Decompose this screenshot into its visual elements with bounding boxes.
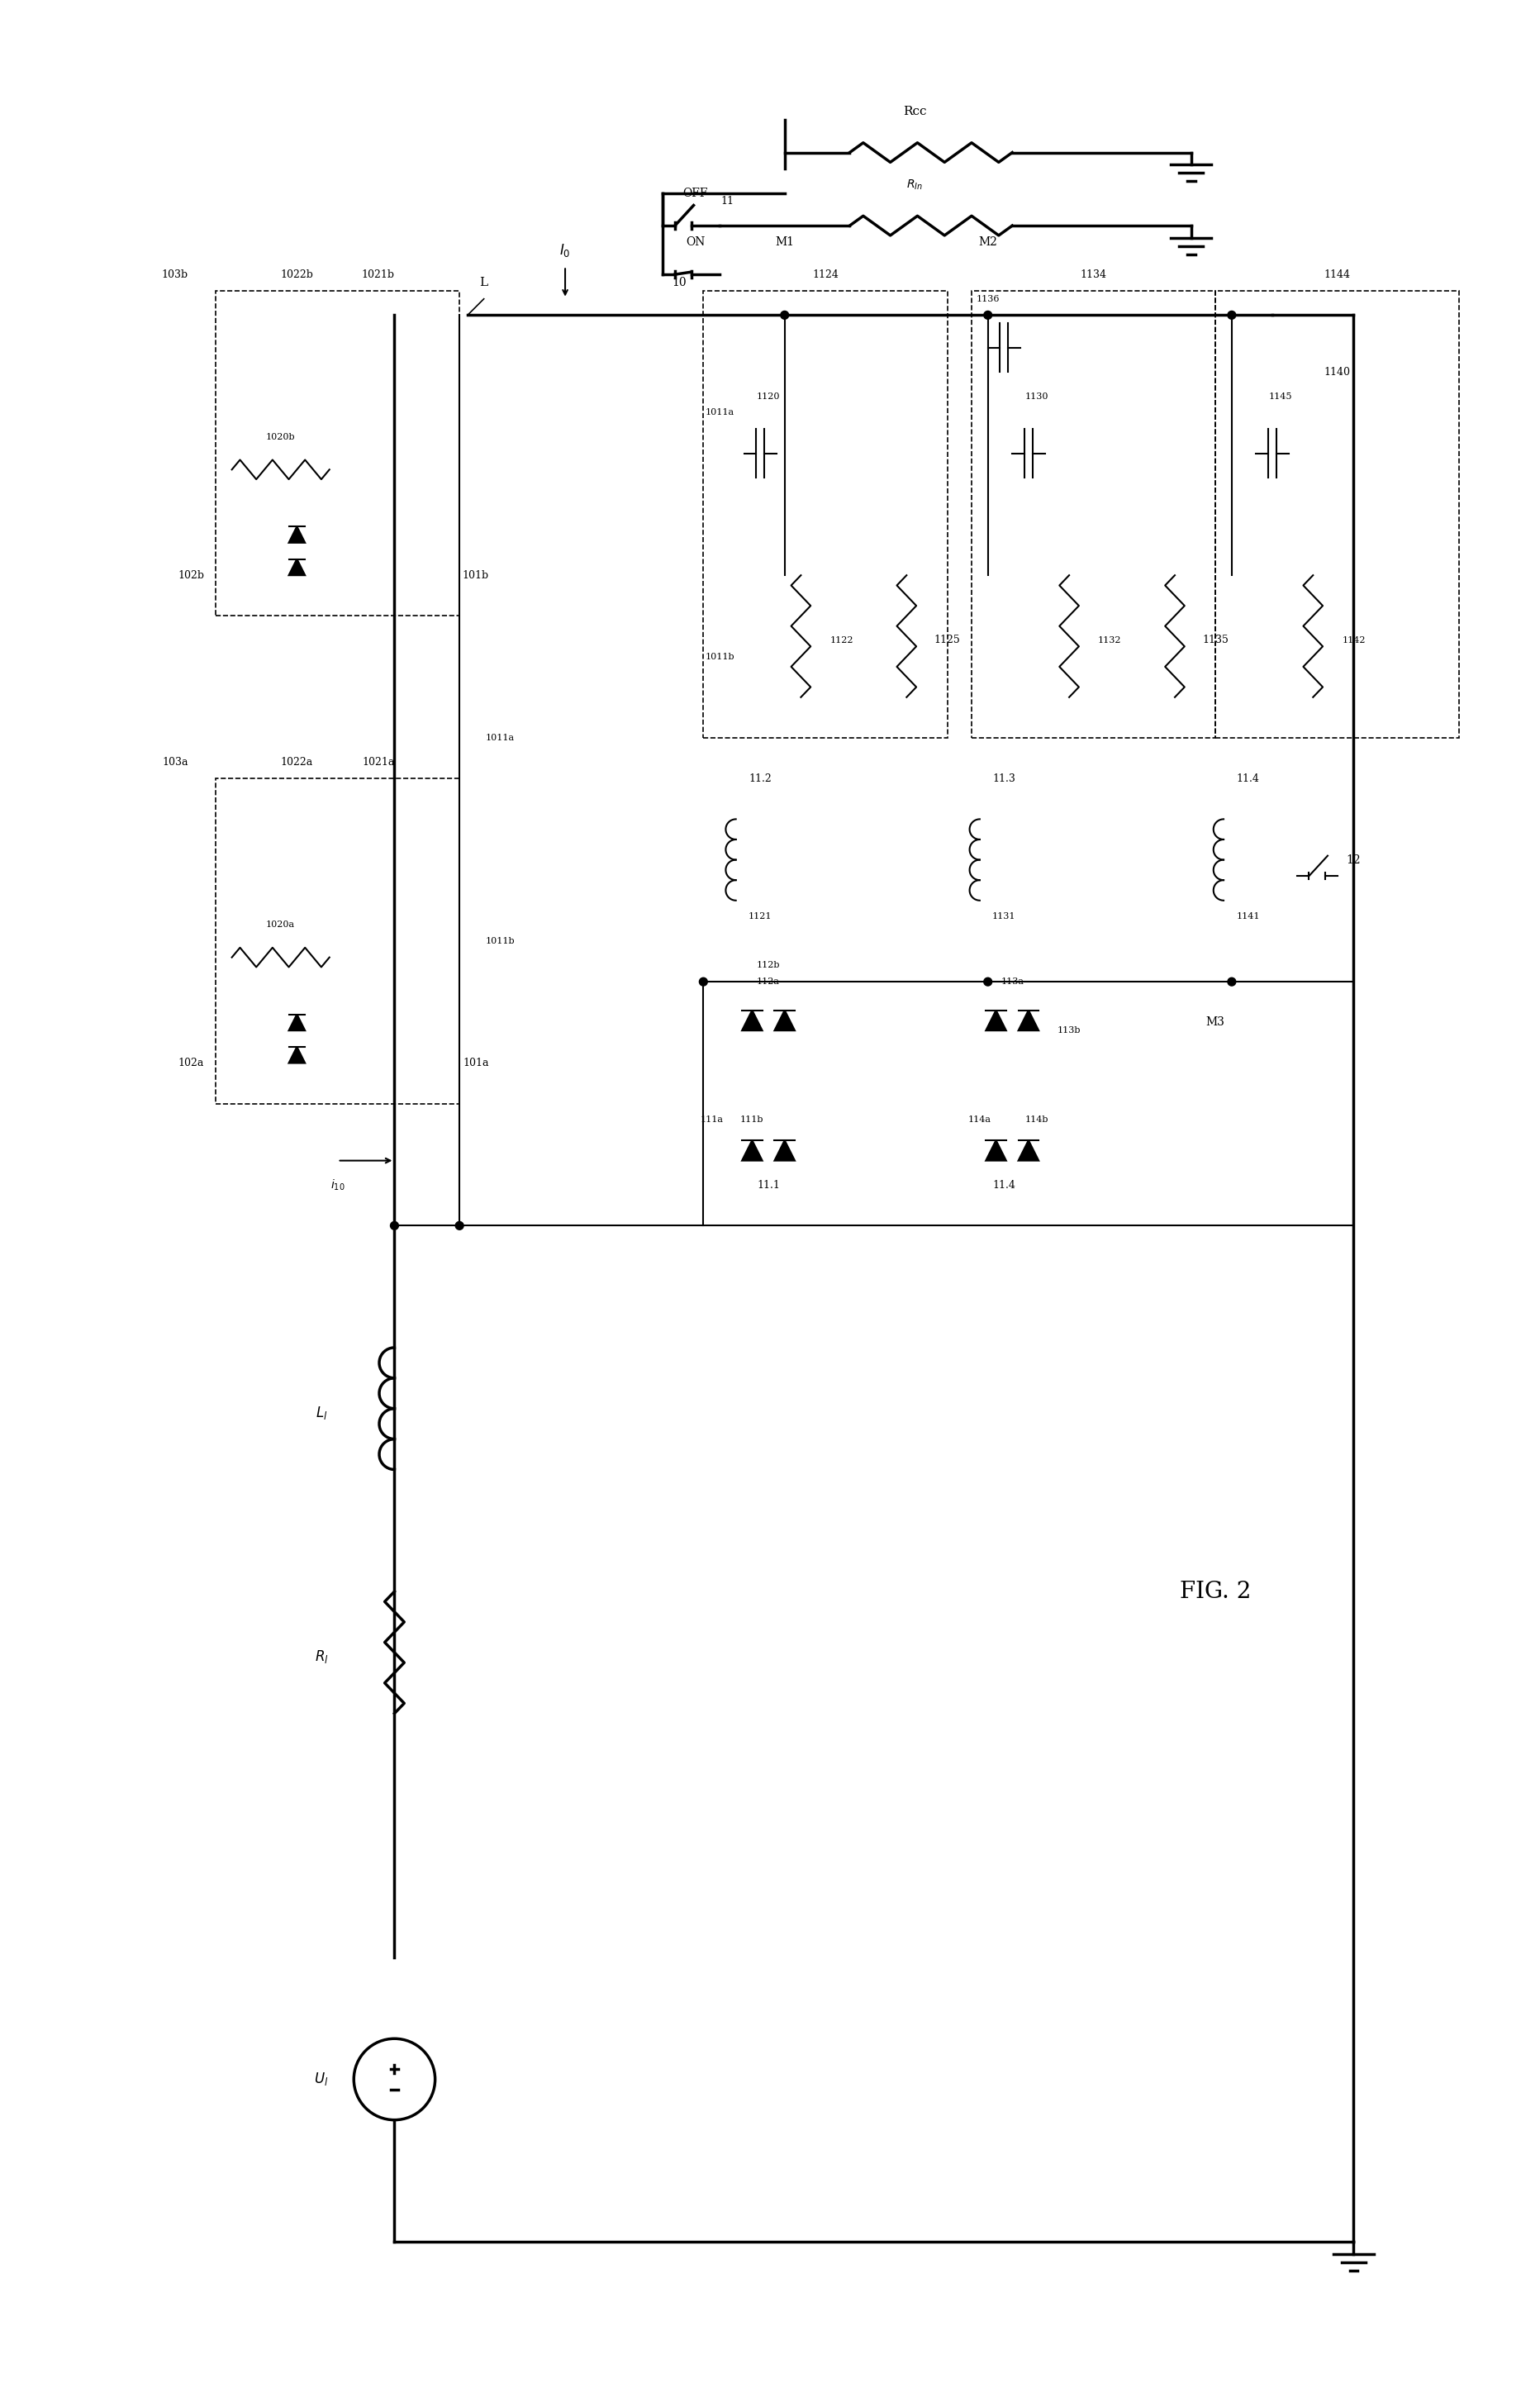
Text: 11.2: 11.2 [748,772,772,784]
Text: 1124: 1124 [812,269,838,279]
Polygon shape [1018,1010,1038,1029]
Text: 112a: 112a [756,977,779,987]
Text: 1022a: 1022a [280,758,313,767]
Text: 1011b: 1011b [485,937,514,946]
Text: 103b: 103b [162,269,188,279]
Polygon shape [986,1010,1006,1029]
Text: $L_l$: $L_l$ [316,1404,326,1420]
Text: 1134: 1134 [1080,269,1106,279]
Text: 1020a: 1020a [266,920,296,929]
Bar [216,291,459,615]
Text: 12: 12 [1346,853,1360,865]
Polygon shape [775,1141,795,1161]
Text: 112b: 112b [756,960,779,970]
Text: 1140: 1140 [1323,367,1351,377]
Text: 103a: 103a [162,758,188,767]
Text: 1011a: 1011a [485,734,514,741]
Text: 10: 10 [671,276,685,288]
Text: 114a: 114a [967,1115,990,1125]
Text: 101b: 101b [462,570,488,581]
Text: 1121: 1121 [748,913,772,920]
Polygon shape [775,1010,795,1029]
Bar [702,291,947,739]
Text: 11: 11 [721,195,735,207]
Polygon shape [288,1015,305,1029]
Polygon shape [986,1141,1006,1161]
Circle shape [983,977,992,987]
Text: 1122: 1122 [830,636,853,643]
Text: 1020b: 1020b [266,434,296,441]
Text: 111a: 111a [699,1115,722,1125]
Text: $I_0$: $I_0$ [559,241,570,257]
Text: 11.1: 11.1 [756,1180,779,1192]
Polygon shape [288,527,305,543]
Polygon shape [288,1046,305,1063]
Circle shape [1227,977,1235,987]
Text: 11.4: 11.4 [1235,772,1258,784]
Polygon shape [1018,1141,1038,1161]
Circle shape [1227,312,1235,319]
Text: 1145: 1145 [1267,393,1292,400]
Text: $R_l$: $R_l$ [314,1649,328,1666]
Text: $R_{In}$: $R_{In}$ [906,179,922,191]
Polygon shape [288,560,305,574]
Bar [972,291,1215,739]
Text: 111b: 111b [739,1115,764,1125]
Circle shape [983,312,992,319]
Text: 1144: 1144 [1323,269,1351,279]
Text: 1130: 1130 [1024,393,1047,400]
Text: 1135: 1135 [1201,634,1227,646]
Polygon shape [742,1010,762,1029]
Text: 1022b: 1022b [280,269,313,279]
Text: 101a: 101a [462,1058,488,1068]
Text: M1: M1 [775,236,793,248]
Text: $U_l$: $U_l$ [314,2071,328,2088]
Text: 1011b: 1011b [704,653,735,660]
Circle shape [781,312,788,319]
Polygon shape [742,1141,762,1161]
Text: M2: M2 [978,236,996,248]
Text: 1021a: 1021a [362,758,394,767]
Text: 11.4: 11.4 [992,1180,1015,1192]
Circle shape [390,1222,399,1230]
Bar [1215,291,1458,739]
Text: 102a: 102a [179,1058,205,1068]
Text: 102b: 102b [179,570,205,581]
Text: 113b: 113b [1056,1027,1081,1034]
Text: 11.3: 11.3 [992,772,1015,784]
Circle shape [699,977,707,987]
Text: 1132: 1132 [1098,636,1121,643]
Circle shape [456,1222,464,1230]
Text: 1131: 1131 [992,913,1015,920]
Text: 1142: 1142 [1341,636,1364,643]
Text: 1021b: 1021b [362,269,394,279]
Text: ON: ON [685,236,704,248]
Text: 1141: 1141 [1235,913,1260,920]
Text: 1011a: 1011a [705,407,733,417]
Text: FIG. 2: FIG. 2 [1180,1580,1250,1604]
Text: L: L [479,276,488,288]
Text: 114b: 114b [1024,1115,1047,1125]
Text: 1120: 1120 [756,393,779,400]
Text: $i_{10}$: $i_{10}$ [330,1177,345,1192]
Text: Rcc: Rcc [902,107,926,117]
Bar [216,779,459,1103]
Text: M3: M3 [1206,1018,1224,1027]
Text: 1136: 1136 [975,295,999,303]
Text: OFF: OFF [682,188,707,198]
Text: 113a: 113a [999,977,1023,987]
Text: 1125: 1125 [933,634,959,646]
